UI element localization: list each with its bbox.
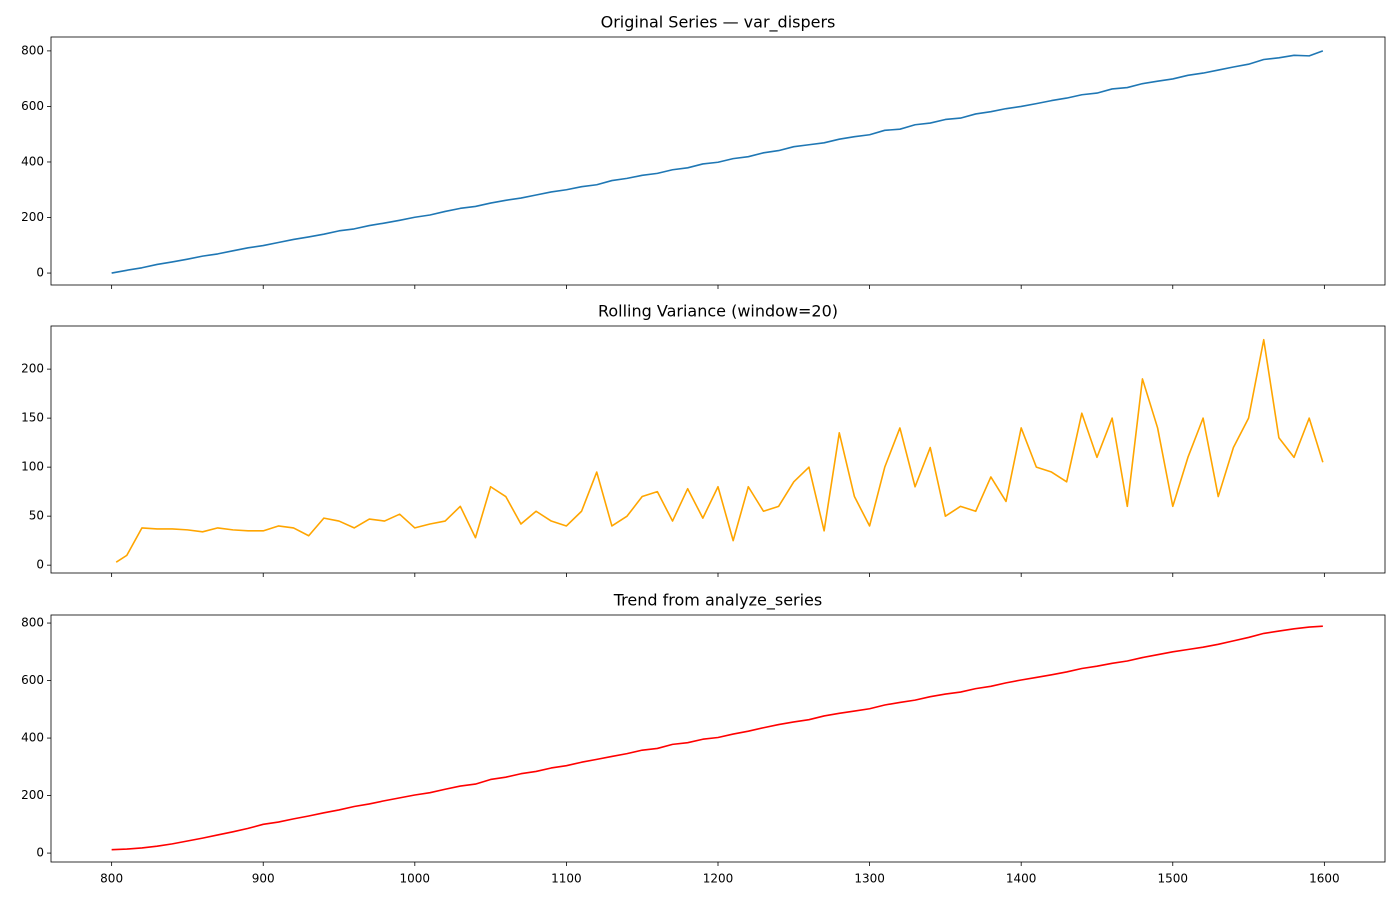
- series-line: [115, 338, 1324, 563]
- x-tick-label: 800: [100, 872, 123, 886]
- x-tick-label: 900: [252, 872, 275, 886]
- chart-title: Rolling Variance (window=20): [598, 302, 838, 321]
- y-tick-label: 800: [21, 616, 44, 630]
- y-tick-label: 400: [21, 154, 44, 168]
- y-tick-label: 0: [36, 846, 44, 860]
- y-tick-label: 400: [21, 731, 44, 745]
- chart-title: Trend from analyze_series: [613, 591, 822, 611]
- axes-frame: [50, 325, 1386, 574]
- y-tick-label: 100: [21, 460, 44, 474]
- y-tick-label: 600: [21, 99, 44, 113]
- series-line: [111, 625, 1323, 851]
- x-tick-label: 1000: [400, 872, 431, 886]
- y-tick-label: 200: [21, 788, 44, 802]
- x-tick-label: 1100: [551, 872, 582, 886]
- x-tick-label: 1200: [703, 872, 734, 886]
- y-tick-label: 200: [21, 210, 44, 224]
- y-tick-label: 200: [21, 362, 44, 376]
- y-tick-label: 800: [21, 43, 44, 57]
- y-tick-label: 150: [21, 411, 44, 425]
- series-line: [111, 50, 1324, 274]
- y-tick-label: 600: [21, 673, 44, 687]
- x-tick-label: 1500: [1157, 872, 1188, 886]
- y-tick-label: 0: [36, 558, 44, 572]
- chart-title: Original Series — var_dispers: [601, 13, 836, 33]
- y-tick-label: 50: [29, 509, 44, 523]
- axes-frame: [50, 614, 1386, 863]
- x-tick-label: 1400: [1006, 872, 1037, 886]
- x-tick-label: 1300: [854, 872, 885, 886]
- x-tick-label: 1600: [1309, 872, 1340, 886]
- y-tick-label: 0: [36, 266, 44, 280]
